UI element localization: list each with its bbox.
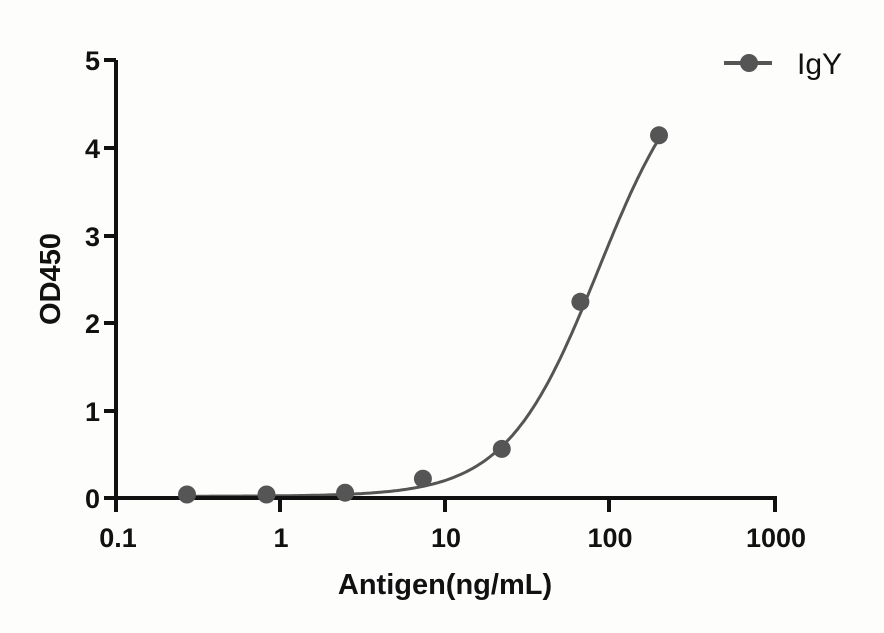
legend-marker-icon (740, 54, 758, 72)
y-axis-title: OD450 (35, 233, 67, 325)
x-axis-title: Antigen(ng/mL) (338, 569, 552, 601)
legend: IgY (724, 48, 842, 81)
y-axis (104, 58, 118, 500)
y-tick-label: 3 (85, 222, 100, 252)
data-point (571, 292, 590, 311)
data-point (178, 485, 196, 504)
fit-curve (187, 138, 661, 498)
x-tick-label: 1000 (746, 523, 806, 553)
legend-label: IgY (797, 48, 842, 81)
y-tick-label: 0 (85, 484, 100, 514)
y-tick-label: 4 (85, 134, 100, 164)
data-point (257, 485, 276, 504)
data-point (336, 483, 355, 502)
y-tick-label: 5 (85, 46, 100, 76)
x-tick-label: 0.1 (99, 523, 137, 553)
x-tick-label: 100 (587, 523, 632, 553)
y-tick-labels: 5 4 3 2 1 0 (85, 46, 100, 514)
x-axis (114, 496, 777, 512)
x-tick-label: 1 (273, 523, 288, 553)
y-tick-label: 1 (85, 397, 100, 427)
data-point (650, 126, 668, 145)
data-points (178, 126, 668, 504)
data-point (413, 469, 432, 488)
x-tick-label: 10 (431, 523, 461, 553)
data-point (492, 439, 511, 458)
y-tick-label: 2 (85, 309, 100, 339)
x-tick-labels: 0.1 1 10 100 1000 (99, 523, 806, 553)
